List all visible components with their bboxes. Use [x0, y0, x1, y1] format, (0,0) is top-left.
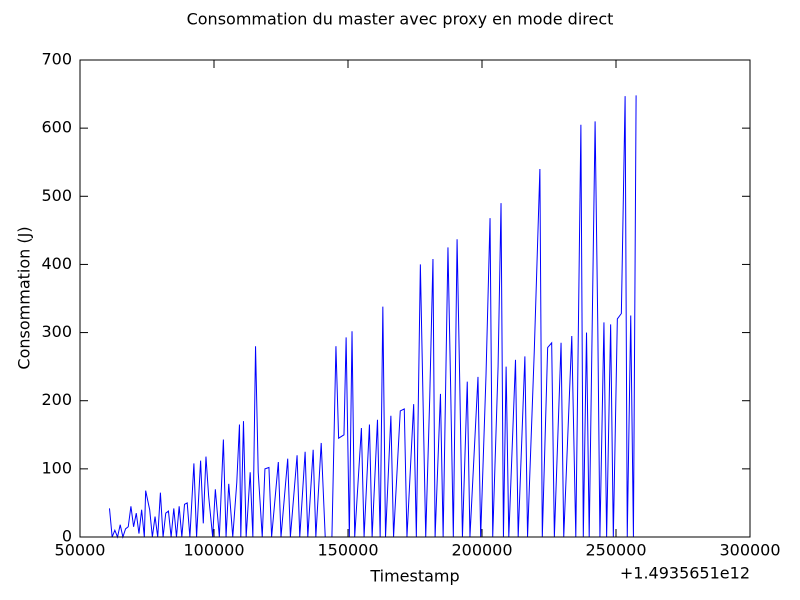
chart-title: Consommation du master avec proxy en mod… — [187, 10, 614, 29]
x-tick-label: 150000 — [317, 541, 378, 560]
y-axis-label: Consommation (J) — [15, 226, 34, 369]
y-tick-label: 0 — [62, 527, 72, 546]
x-tick-label: 300000 — [719, 541, 780, 560]
data-line — [108, 95, 637, 539]
x-tick-label: 50000 — [55, 541, 106, 560]
y-tick-label: 600 — [41, 118, 72, 137]
y-tick-label: 200 — [41, 390, 72, 409]
plot-frame — [79, 59, 751, 538]
y-tick-label: 300 — [41, 322, 72, 341]
x-tick-label: 200000 — [451, 541, 512, 560]
x-tick-label: 250000 — [585, 541, 646, 560]
y-tick-label: 400 — [41, 254, 72, 273]
y-tick-label: 500 — [41, 186, 72, 205]
y-tick-label: 700 — [41, 50, 72, 69]
y-tick-label: 100 — [41, 458, 72, 477]
x-axis-label: Timestamp — [369, 567, 459, 586]
x-offset-label: +1.4935651e12 — [620, 564, 750, 583]
x-tick-label: 100000 — [183, 541, 244, 560]
